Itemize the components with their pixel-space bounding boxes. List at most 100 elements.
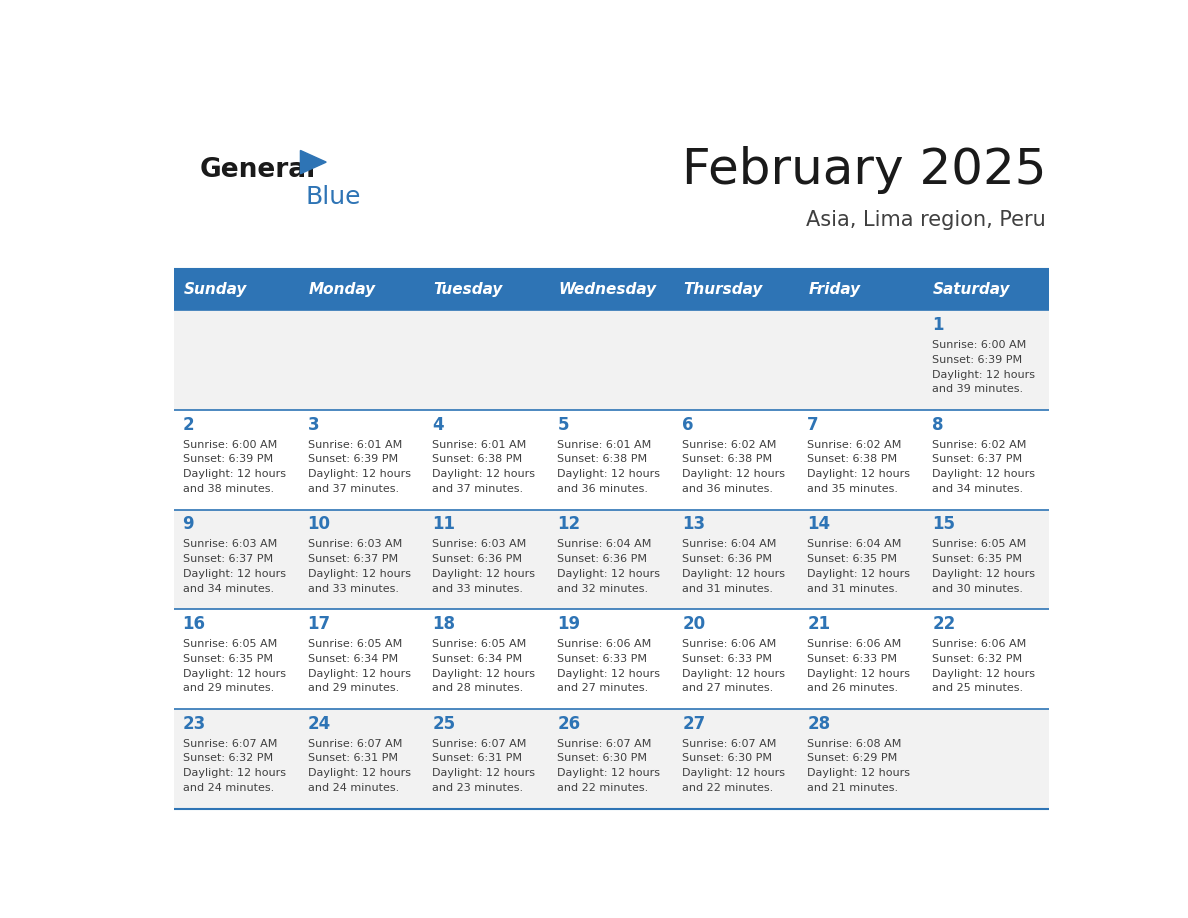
Text: Sunset: 6:33 PM: Sunset: 6:33 PM <box>557 654 647 664</box>
Text: General: General <box>200 157 315 184</box>
Text: Daylight: 12 hours: Daylight: 12 hours <box>183 668 285 678</box>
Text: Daylight: 12 hours: Daylight: 12 hours <box>682 668 785 678</box>
Text: Asia, Lima region, Peru: Asia, Lima region, Peru <box>807 209 1047 230</box>
Text: 21: 21 <box>808 615 830 633</box>
Text: 18: 18 <box>432 615 455 633</box>
Bar <box>424 269 549 310</box>
Text: Sunrise: 6:00 AM: Sunrise: 6:00 AM <box>933 340 1026 350</box>
Text: February 2025: February 2025 <box>682 146 1047 195</box>
Text: and 34 minutes.: and 34 minutes. <box>933 484 1023 494</box>
Text: Sunset: 6:34 PM: Sunset: 6:34 PM <box>308 654 398 664</box>
Text: Daylight: 12 hours: Daylight: 12 hours <box>432 569 536 579</box>
Text: Sunrise: 6:07 AM: Sunrise: 6:07 AM <box>308 739 402 748</box>
Text: 9: 9 <box>183 515 194 533</box>
Bar <box>800 269 924 310</box>
Bar <box>175 310 1049 409</box>
Text: and 29 minutes.: and 29 minutes. <box>183 683 273 693</box>
Text: Sunrise: 6:06 AM: Sunrise: 6:06 AM <box>557 639 652 649</box>
Text: Daylight: 12 hours: Daylight: 12 hours <box>557 469 661 479</box>
Text: and 37 minutes.: and 37 minutes. <box>308 484 399 494</box>
Text: and 21 minutes.: and 21 minutes. <box>808 783 898 793</box>
Text: Sunrise: 6:00 AM: Sunrise: 6:00 AM <box>183 440 277 450</box>
Text: 24: 24 <box>308 714 330 733</box>
Text: Sunrise: 6:04 AM: Sunrise: 6:04 AM <box>682 539 777 549</box>
Text: Friday: Friday <box>808 282 860 297</box>
Text: Sunset: 6:29 PM: Sunset: 6:29 PM <box>808 754 898 764</box>
Bar <box>175 610 1049 709</box>
Text: and 36 minutes.: and 36 minutes. <box>557 484 649 494</box>
Text: Sunset: 6:31 PM: Sunset: 6:31 PM <box>432 754 523 764</box>
Text: 7: 7 <box>808 416 819 433</box>
Text: Daylight: 12 hours: Daylight: 12 hours <box>682 768 785 778</box>
Text: Daylight: 12 hours: Daylight: 12 hours <box>557 768 661 778</box>
Text: Sunrise: 6:05 AM: Sunrise: 6:05 AM <box>933 539 1026 549</box>
Text: 26: 26 <box>557 714 581 733</box>
Text: Sunset: 6:39 PM: Sunset: 6:39 PM <box>308 454 398 465</box>
Text: Blue: Blue <box>305 185 360 209</box>
Text: 14: 14 <box>808 515 830 533</box>
Text: Sunrise: 6:05 AM: Sunrise: 6:05 AM <box>183 639 277 649</box>
Text: Daylight: 12 hours: Daylight: 12 hours <box>183 569 285 579</box>
Text: Daylight: 12 hours: Daylight: 12 hours <box>808 469 910 479</box>
Text: and 33 minutes.: and 33 minutes. <box>432 584 524 594</box>
Text: and 34 minutes.: and 34 minutes. <box>183 584 273 594</box>
Text: Sunrise: 6:01 AM: Sunrise: 6:01 AM <box>432 440 526 450</box>
Text: 5: 5 <box>557 416 569 433</box>
Text: Sunset: 6:33 PM: Sunset: 6:33 PM <box>682 654 772 664</box>
Bar <box>175 709 1049 809</box>
Text: Sunrise: 6:07 AM: Sunrise: 6:07 AM <box>432 739 526 748</box>
Bar <box>299 269 424 310</box>
Text: Daylight: 12 hours: Daylight: 12 hours <box>808 668 910 678</box>
Text: and 26 minutes.: and 26 minutes. <box>808 683 898 693</box>
Text: Sunset: 6:39 PM: Sunset: 6:39 PM <box>183 454 273 465</box>
Text: Sunset: 6:30 PM: Sunset: 6:30 PM <box>682 754 772 764</box>
Text: Daylight: 12 hours: Daylight: 12 hours <box>308 668 411 678</box>
Text: and 24 minutes.: and 24 minutes. <box>308 783 399 793</box>
Text: Daylight: 12 hours: Daylight: 12 hours <box>557 569 661 579</box>
Text: Sunrise: 6:08 AM: Sunrise: 6:08 AM <box>808 739 902 748</box>
Bar <box>674 269 800 310</box>
Text: 3: 3 <box>308 416 320 433</box>
Text: 11: 11 <box>432 515 455 533</box>
Text: and 35 minutes.: and 35 minutes. <box>808 484 898 494</box>
Text: Daylight: 12 hours: Daylight: 12 hours <box>557 668 661 678</box>
Text: Daylight: 12 hours: Daylight: 12 hours <box>933 569 1035 579</box>
Text: Sunset: 6:33 PM: Sunset: 6:33 PM <box>808 654 897 664</box>
Text: Sunset: 6:30 PM: Sunset: 6:30 PM <box>557 754 647 764</box>
Text: Wednesday: Wednesday <box>558 282 657 297</box>
Text: Sunrise: 6:06 AM: Sunrise: 6:06 AM <box>933 639 1026 649</box>
Text: Sunset: 6:38 PM: Sunset: 6:38 PM <box>682 454 772 465</box>
Text: and 30 minutes.: and 30 minutes. <box>933 584 1023 594</box>
Text: Daylight: 12 hours: Daylight: 12 hours <box>432 768 536 778</box>
Text: Daylight: 12 hours: Daylight: 12 hours <box>933 469 1035 479</box>
Text: Sunset: 6:36 PM: Sunset: 6:36 PM <box>682 554 772 564</box>
Text: 22: 22 <box>933 615 955 633</box>
Text: 13: 13 <box>682 515 706 533</box>
Text: Daylight: 12 hours: Daylight: 12 hours <box>183 768 285 778</box>
Text: 20: 20 <box>682 615 706 633</box>
Text: Daylight: 12 hours: Daylight: 12 hours <box>308 569 411 579</box>
Bar <box>549 269 674 310</box>
Text: Sunrise: 6:05 AM: Sunrise: 6:05 AM <box>432 639 526 649</box>
Polygon shape <box>301 151 327 174</box>
Text: Daylight: 12 hours: Daylight: 12 hours <box>183 469 285 479</box>
Text: and 37 minutes.: and 37 minutes. <box>432 484 524 494</box>
Text: Sunrise: 6:03 AM: Sunrise: 6:03 AM <box>308 539 402 549</box>
Text: and 27 minutes.: and 27 minutes. <box>557 683 649 693</box>
Text: Sunday: Sunday <box>183 282 247 297</box>
Text: 25: 25 <box>432 714 455 733</box>
Text: Sunset: 6:32 PM: Sunset: 6:32 PM <box>183 754 273 764</box>
Text: Daylight: 12 hours: Daylight: 12 hours <box>308 768 411 778</box>
Text: Sunrise: 6:07 AM: Sunrise: 6:07 AM <box>557 739 652 748</box>
Text: Sunset: 6:37 PM: Sunset: 6:37 PM <box>183 554 273 564</box>
Text: Sunset: 6:35 PM: Sunset: 6:35 PM <box>183 654 272 664</box>
Text: Sunrise: 6:06 AM: Sunrise: 6:06 AM <box>808 639 902 649</box>
Text: 12: 12 <box>557 515 581 533</box>
Text: 28: 28 <box>808 714 830 733</box>
Text: Daylight: 12 hours: Daylight: 12 hours <box>682 469 785 479</box>
Text: Monday: Monday <box>309 282 375 297</box>
Text: Sunrise: 6:05 AM: Sunrise: 6:05 AM <box>308 639 402 649</box>
Text: Daylight: 12 hours: Daylight: 12 hours <box>808 768 910 778</box>
Text: and 27 minutes.: and 27 minutes. <box>682 683 773 693</box>
Text: Sunset: 6:37 PM: Sunset: 6:37 PM <box>308 554 398 564</box>
